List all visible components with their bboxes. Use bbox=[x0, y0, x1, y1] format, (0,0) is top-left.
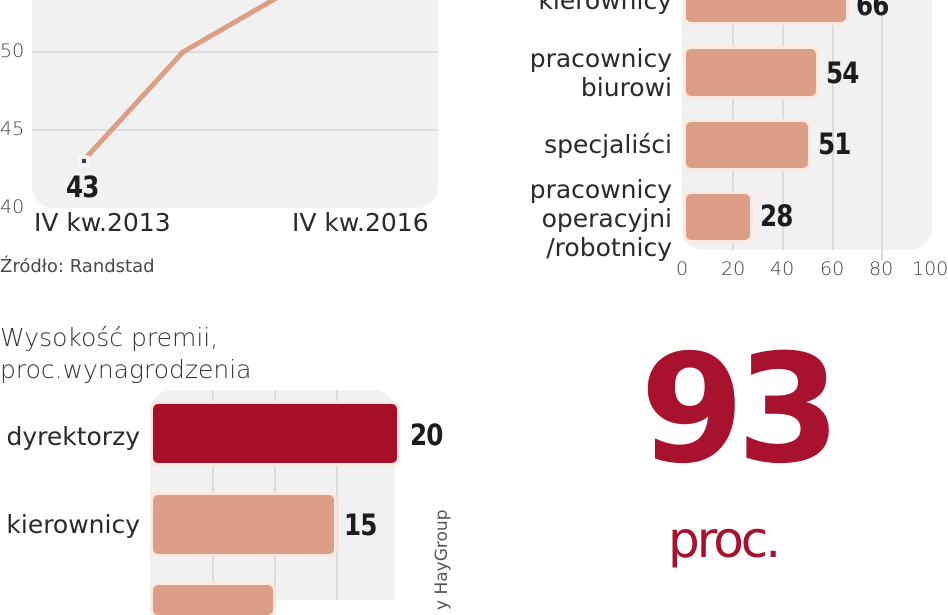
line-series bbox=[78, 0, 279, 167]
point-label-43: 43 bbox=[66, 170, 99, 204]
x-tick-60: 60 bbox=[820, 258, 845, 280]
x-tick-0: 0 bbox=[676, 258, 689, 280]
bar-pracownicy-operacyjni bbox=[686, 194, 750, 240]
y-tick-50: 50 bbox=[0, 40, 25, 62]
category-label-pracownicy-operacyjni: pracownicy operacyjni /robotnicy bbox=[529, 175, 672, 262]
value-dyrektorzy: 20 bbox=[410, 418, 443, 452]
x-label-start: IV kw.2013 bbox=[34, 208, 171, 237]
value-pracownicy-operacyjni: 28 bbox=[760, 199, 793, 233]
gridline-45 bbox=[32, 129, 438, 131]
highlight-number: 93 bbox=[640, 323, 841, 497]
value-specjalisci: 51 bbox=[818, 127, 851, 161]
y-tick-45: 45 bbox=[0, 118, 25, 140]
gridline-50 bbox=[32, 51, 438, 53]
value-kierownicy: 66 bbox=[856, 0, 889, 22]
value-kierownicy-bottom: 15 bbox=[344, 508, 377, 542]
highlight-unit: proc. bbox=[668, 511, 781, 569]
gridline-80 bbox=[881, 0, 883, 260]
gridline-60 bbox=[832, 0, 834, 250]
category-label-specjalisci: specjaliści bbox=[544, 130, 672, 159]
x-tick-100: 100 bbox=[912, 258, 948, 280]
y-tick-40: 40 bbox=[0, 196, 25, 218]
line-chart-background bbox=[32, 0, 438, 208]
category-label-pracownicy-biurowi: pracownicy biurowi bbox=[529, 44, 672, 102]
category-label-kierownicy: kierownicy bbox=[538, 0, 672, 15]
bar-pracownicy-biurowi bbox=[686, 49, 816, 96]
bar-kierownicy-bottom bbox=[153, 495, 334, 554]
bar-kierownicy bbox=[686, 0, 846, 22]
gridline-15 bbox=[336, 390, 338, 600]
x-label-end: IV kw.2016 bbox=[292, 208, 429, 237]
bar-third-cutoff bbox=[153, 585, 273, 615]
bar-dyrektorzy bbox=[153, 404, 397, 463]
x-tick-40: 40 bbox=[770, 258, 795, 280]
source-haygroup: y HayGroup bbox=[432, 509, 452, 610]
x-tick-20: 20 bbox=[721, 258, 746, 280]
category-label-kierownicy-bottom: kierownicy bbox=[6, 510, 140, 539]
x-tick-80: 80 bbox=[869, 258, 894, 280]
bar-specjalisci bbox=[686, 122, 808, 168]
source-randstad: Źródło: Randstad bbox=[0, 256, 155, 277]
value-pracownicy-biurowi: 54 bbox=[826, 56, 859, 90]
category-label-dyrektorzy: dyrektorzy bbox=[6, 422, 140, 451]
bar-chart-bottom-title: Wysokość premii, proc.wynagrodzenia bbox=[0, 323, 252, 384]
